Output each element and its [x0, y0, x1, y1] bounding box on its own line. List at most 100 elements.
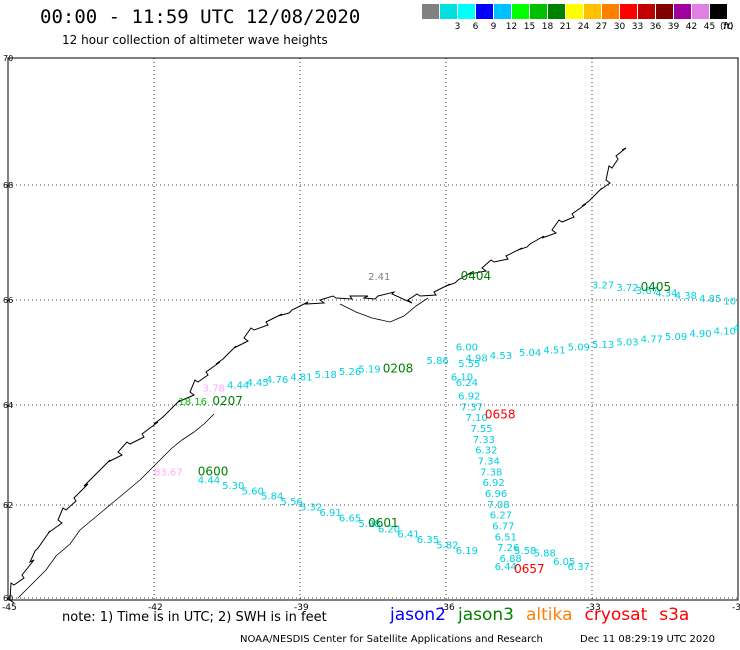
pass-time-label: 0208: [383, 361, 414, 375]
legend-label: 36: [649, 22, 662, 32]
swh-value: 3.78: [203, 383, 225, 394]
legend-swatch: [476, 4, 493, 19]
swh-value: 6.92: [483, 478, 505, 489]
swh-value: 7.10: [465, 413, 487, 424]
swh-value: 6.41: [397, 530, 419, 541]
swh-value: 4.10: [714, 326, 736, 337]
swh-value: 10: [723, 297, 736, 308]
swh-value: 2.41: [368, 272, 390, 283]
swh-value: 4.98: [465, 354, 487, 365]
lat-tick-label: 66: [3, 296, 13, 305]
generation-timestamp: Dec 11 08:29:19 UTC 2020: [580, 634, 715, 645]
swh-value: 6.44: [495, 562, 517, 573]
lon-tick-label: -33: [586, 603, 601, 613]
swh-value: 6.24: [456, 378, 478, 389]
satellite-s3a: s3a: [659, 605, 690, 625]
legend-swatch: [530, 4, 547, 19]
lon-tick-label: -39: [294, 603, 309, 613]
swh-value: 4.38: [675, 291, 697, 302]
swh-value: 7.08: [487, 500, 509, 511]
credit-line: NOAA/NESDIS Center for Satellite Applica…: [240, 634, 543, 645]
legend-swatch: [692, 4, 709, 19]
swh-value: 6.92: [458, 391, 480, 402]
legend-swatch: [440, 4, 457, 19]
swh-value: 4.77: [641, 335, 663, 346]
swh-value: 5.88: [534, 549, 556, 560]
legend-label: 15: [523, 22, 536, 32]
swh-value: 7.34: [478, 457, 500, 468]
swh-value: 5.04: [519, 348, 541, 359]
swh-value: 6.05: [553, 557, 575, 568]
swh-value: 5.03: [616, 337, 638, 348]
swh-value: 6.51: [495, 532, 517, 543]
legend-swatch: [584, 4, 601, 19]
lat-tick-label: 62: [3, 501, 13, 510]
coastline-inner: [339, 297, 429, 323]
swh-value: 5.86: [427, 356, 449, 367]
legend-label: 33: [631, 22, 644, 32]
swh-value: 5.98: [358, 519, 380, 530]
swh-value: 5.55: [458, 359, 480, 370]
swh-value: 5.60: [242, 486, 264, 497]
legend-swatch: [710, 4, 727, 19]
swh-value: 3.67: [636, 286, 658, 297]
legend-swatch: [620, 4, 637, 19]
pass-time-label: 0404: [461, 269, 492, 283]
pass-time-label: 0405: [641, 280, 672, 294]
swh-value: 4.44: [198, 475, 220, 486]
legend-label: 9: [490, 22, 497, 32]
swh-value: 5.18: [315, 370, 337, 381]
pass-time-label: 0601: [368, 516, 399, 530]
swh-value: 6.77: [492, 522, 514, 533]
legend-label: 45: [703, 22, 716, 32]
swh-value: 5.84: [261, 492, 283, 503]
wave-height-legend: 3 6 9 12 15 18 21 24 27 30 33 36 39 42 45 70 (ft): [422, 4, 734, 34]
swh-value: 4.85: [699, 294, 721, 305]
swh-value: 6.65: [339, 513, 361, 524]
swh-value: 6.19: [456, 546, 478, 557]
lon-tick-label: -42: [148, 603, 163, 613]
swh-value: 6.88: [500, 554, 522, 565]
legend-label: 6: [472, 22, 479, 32]
legend-swatch: [602, 4, 619, 19]
legend-unit: (ft): [720, 22, 734, 32]
legend-label: 3: [454, 22, 461, 32]
satellite-legend: jason2 jason3 altika cryosat s3a: [390, 605, 701, 625]
map-title: 00:00 - 11:59 UTC 12/08/2020: [40, 6, 361, 28]
swh-value: 6.27: [490, 511, 512, 522]
swh-value: 4.52: [733, 324, 740, 335]
swh-value: 7.26: [497, 543, 519, 554]
swh-value: 4.34: [655, 288, 677, 299]
legend-label: 42: [685, 22, 698, 32]
pass-time-label: 0600: [198, 464, 229, 478]
pass-time-label: 0658: [485, 407, 516, 421]
swh-value: 7.37: [461, 402, 483, 413]
legend-swatch: [422, 4, 439, 19]
satellite-jason3: jason3: [458, 605, 514, 625]
satellite-cryosat: cryosat: [584, 605, 648, 625]
swh-value: 5.58: [514, 546, 536, 557]
lon-tick-label: -45: [2, 603, 17, 613]
legend-swatch: [656, 4, 673, 19]
swh-value: 18.16: [178, 397, 207, 408]
swh-value: 7.38: [480, 467, 502, 478]
legend-swatch: [548, 4, 565, 19]
swh-value: 5.26: [339, 367, 361, 378]
swh-value: 6.96: [485, 489, 507, 500]
swh-value: 5.82: [436, 541, 458, 552]
swh-value: 4.90: [689, 329, 711, 340]
swh-value: 6.91: [319, 508, 341, 519]
legend-label: 39: [667, 22, 680, 32]
legend-label: 30: [613, 22, 626, 32]
swh-value: 7.33: [473, 435, 495, 446]
legend-swatch: [494, 4, 511, 19]
legend-swatch: [566, 4, 583, 19]
swh-value: 4.45: [246, 378, 268, 389]
footer-note: note: 1) Time is in UTC; 2) SWH is in fe…: [62, 610, 327, 625]
swh-value: 6.10: [451, 372, 473, 383]
map-subtitle: 12 hour collection of altimeter wave hei…: [62, 33, 328, 47]
legend-swatch: [638, 4, 655, 19]
lon-tick-label: -36: [440, 603, 455, 613]
legend-swatch: [674, 4, 691, 19]
